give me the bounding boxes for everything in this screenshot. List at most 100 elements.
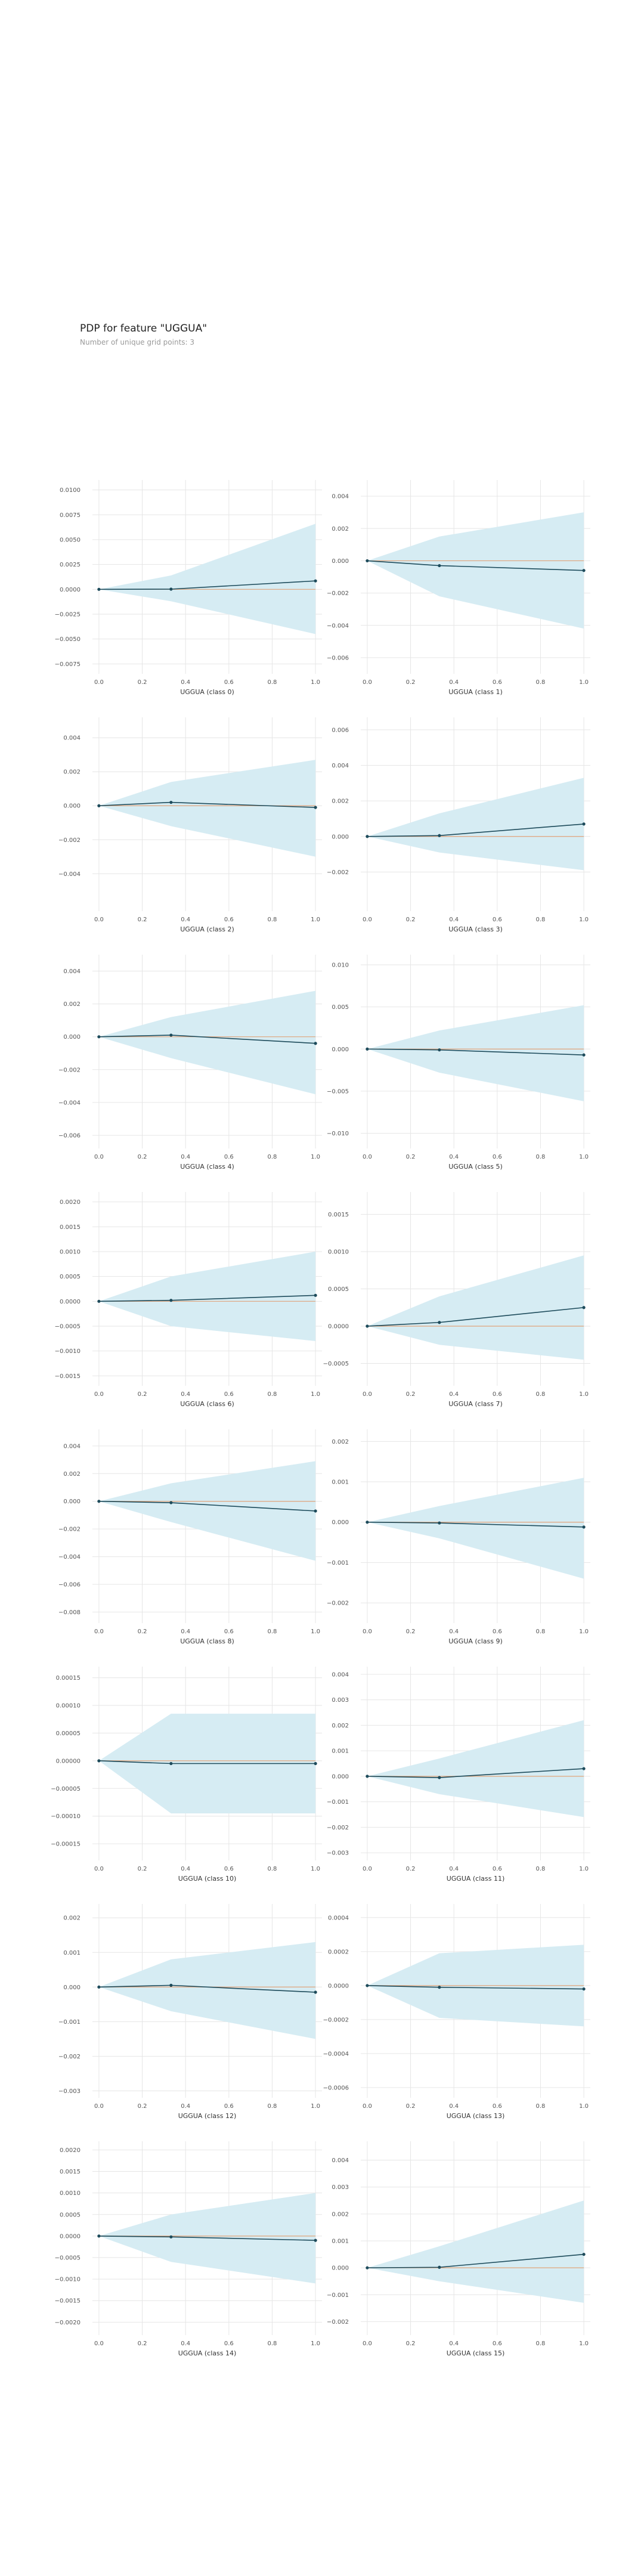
- pdp-point: [366, 1324, 369, 1328]
- x-tick-label: 1.0: [311, 1391, 320, 1398]
- pdp-point: [438, 1986, 441, 1989]
- x-axis-label: UGGUA (class 1): [448, 688, 503, 696]
- y-tick-label: −0.001: [327, 1560, 349, 1566]
- x-axis-label: UGGUA (class 5): [448, 1163, 503, 1171]
- x-tick-label: 0.0: [94, 679, 104, 686]
- x-tick-label: 0.8: [536, 679, 546, 686]
- pdp-point: [314, 1042, 317, 1045]
- x-tick-label: 0.8: [536, 2340, 546, 2347]
- y-tick-label: −0.006: [58, 1132, 80, 1139]
- y-tick-label: 0.003: [332, 2184, 349, 2191]
- y-tick-label: 0.0075: [60, 512, 80, 519]
- x-tick-label: 0.4: [181, 1154, 190, 1160]
- pdp-point: [582, 1525, 586, 1529]
- y-tick-label: 0.0000: [328, 1983, 349, 1989]
- y-tick-label: −0.004: [327, 623, 349, 629]
- pdp-point: [582, 1987, 586, 1991]
- x-tick-label: 0.8: [536, 1391, 546, 1398]
- y-tick-label: −0.003: [327, 1850, 349, 1857]
- confidence-band: [367, 1255, 584, 1360]
- y-tick-label: 0.0015: [60, 2169, 80, 2175]
- x-tick-label: 1.0: [311, 1154, 320, 1160]
- y-tick-label: 0.000: [332, 1519, 349, 1526]
- y-tick-label: 0.002: [332, 526, 349, 532]
- x-tick-label: 0.2: [406, 1154, 416, 1160]
- y-tick-label: 0.001: [332, 1748, 349, 1755]
- x-axis-label: UGGUA (class 2): [180, 925, 234, 933]
- pdp-chart-class-11: −0.003 −0.002 −0.001 0.000 0.001 0.002 0.003 0.…: [327, 1667, 590, 1883]
- pdp-chart-class-5: −0.010 −0.005 0.000 0.005 0.010 0.0 0.2 0.4 0.6 0…: [327, 955, 590, 1171]
- y-tick-label: 0.005: [332, 1004, 349, 1011]
- y-tick-label: 0.0015: [328, 1212, 349, 1218]
- pdp-point: [366, 835, 369, 838]
- x-tick-label: 0.2: [138, 2103, 147, 2110]
- x-tick-label: 0.6: [493, 2103, 502, 2110]
- y-tick-label: −0.006: [327, 655, 349, 661]
- pdp-point: [582, 1306, 586, 1309]
- y-tick-label: 0.0010: [60, 2190, 80, 2197]
- x-tick-label: 0.6: [224, 1628, 234, 1635]
- x-tick-label: 0.4: [181, 679, 190, 686]
- pdp-point: [314, 1990, 317, 1994]
- y-tick-label: 0.0015: [60, 1224, 80, 1231]
- pdp-point: [582, 569, 586, 572]
- x-tick-label: 0.4: [449, 2340, 459, 2347]
- x-tick-label: 0.2: [138, 1154, 147, 1160]
- pdp-point: [438, 564, 441, 568]
- pdp-point: [582, 1767, 586, 1770]
- y-tick-label: 0.002: [63, 1915, 80, 1922]
- x-tick-label: 1.0: [311, 917, 320, 923]
- confidence-band: [98, 524, 316, 634]
- x-tick-label: 0.6: [493, 917, 502, 923]
- pdp-point: [169, 1501, 173, 1504]
- y-tick-label: −0.002: [327, 869, 349, 876]
- y-tick-label: −0.003: [58, 2088, 80, 2095]
- pdp-point: [97, 1035, 101, 1039]
- y-tick-label: 0.000: [63, 1034, 80, 1041]
- x-tick-label: 0.6: [224, 917, 234, 923]
- pdp-chart-class-0: −0.0075 −0.0050 −0.0025 0.0000 0.0025 0.0050 0…: [55, 480, 322, 696]
- x-tick-label: 0.2: [406, 2103, 416, 2110]
- y-tick-label: −0.002: [58, 2054, 80, 2060]
- y-tick-label: −0.002: [58, 1067, 80, 1073]
- y-tick-label: 0.00000: [56, 1758, 80, 1764]
- y-tick-label: 0.000: [332, 1773, 349, 1780]
- y-tick-label: −0.00005: [51, 1786, 80, 1792]
- x-tick-label: 0.6: [493, 2340, 502, 2347]
- y-tick-label: 0.0050: [60, 537, 80, 544]
- pdp-chart-class-1: −0.006 −0.004 −0.002 0.000 0.002 0.004 0.0 0.2 0…: [327, 480, 590, 696]
- y-tick-label: 0.003: [332, 1697, 349, 1704]
- pdp-point: [366, 1984, 369, 1987]
- x-tick-label: 0.0: [363, 2103, 372, 2110]
- pdp-chart-class-3: −0.002 0.000 0.002 0.004 0.006 0.0 0.2 0.4 0.6 0.…: [327, 717, 590, 933]
- x-tick-label: 0.4: [449, 1391, 459, 1398]
- y-tick-label: 0.002: [63, 769, 80, 776]
- x-tick-label: 0.4: [449, 2103, 459, 2110]
- pdp-point: [314, 579, 317, 583]
- x-axis-label: UGGUA (class 3): [448, 925, 503, 933]
- x-tick-label: 0.0: [94, 2340, 104, 2347]
- x-tick-label: 0.2: [406, 1866, 416, 1872]
- y-tick-label: −0.008: [58, 1609, 80, 1616]
- y-tick-label: −0.002: [327, 1825, 349, 1831]
- pdp-point: [169, 587, 173, 591]
- x-tick-label: 0.4: [449, 1866, 459, 1872]
- y-tick-label: 0.000: [332, 1046, 349, 1053]
- x-tick-label: 0.4: [181, 1866, 190, 1872]
- x-tick-label: 0.2: [138, 1628, 147, 1635]
- x-tick-label: 0.0: [363, 1866, 372, 1872]
- y-tick-label: −0.0005: [323, 1361, 349, 1367]
- x-tick-label: 0.0: [94, 1866, 104, 1872]
- x-tick-label: 0.6: [493, 1866, 502, 1872]
- x-tick-label: 0.0: [94, 1154, 104, 1160]
- pdp-point: [366, 2266, 369, 2270]
- pdp-point: [366, 1775, 369, 1778]
- pdp-point: [169, 1983, 173, 1987]
- x-axis-label: UGGUA (class 11): [447, 1875, 505, 1883]
- x-tick-label: 0.2: [406, 679, 416, 686]
- x-tick-label: 0.8: [268, 1628, 277, 1635]
- pdp-point: [582, 1053, 586, 1057]
- y-tick-label: −0.00010: [51, 1813, 80, 1820]
- y-tick-label: 0.002: [332, 1723, 349, 1729]
